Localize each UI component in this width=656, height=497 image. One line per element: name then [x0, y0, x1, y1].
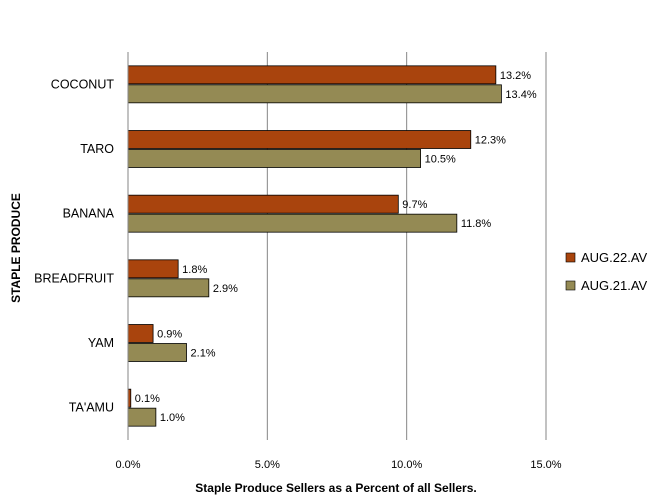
- y-axis-title: STAPLE PRODUCE: [9, 193, 23, 303]
- data-label: 2.1%: [191, 348, 216, 360]
- legend-swatch: [565, 252, 576, 263]
- bar-aug-21-av: [127, 407, 157, 427]
- gridlines: [266, 52, 547, 440]
- bar-aug-21-av: [127, 84, 502, 104]
- bar-aug-21-av: [127, 213, 458, 233]
- data-label: 10.5%: [425, 154, 456, 166]
- bar-aug-22-av: [127, 65, 497, 85]
- x-axis-title: Staple Produce Sellers as a Percent of a…: [195, 481, 476, 495]
- x-tick-label: 10.0%: [391, 459, 422, 471]
- data-label: 13.2%: [500, 70, 531, 82]
- x-tick-label: 15.0%: [530, 459, 561, 471]
- category-label: COCONUT: [51, 77, 115, 91]
- category-label: BANANA: [63, 207, 115, 221]
- data-label: 12.3%: [475, 135, 506, 147]
- bar-aug-21-av: [127, 278, 210, 298]
- x-tick-label: 0.0%: [115, 459, 140, 471]
- data-label: 9.7%: [402, 199, 427, 211]
- bar-aug-22-av: [127, 194, 399, 214]
- data-label: 0.9%: [157, 329, 182, 341]
- data-label: 0.1%: [135, 393, 160, 405]
- bar-aug-22-av: [127, 324, 154, 343]
- x-tick-label: 5.0%: [255, 459, 280, 471]
- legend: AUG.22.AV AUG.21.AV: [565, 250, 648, 293]
- data-label: 2.9%: [213, 283, 238, 295]
- bar-aug-21-av: [127, 343, 187, 362]
- category-label: BREADFRUIT: [34, 271, 114, 285]
- data-label: 1.8%: [182, 264, 207, 276]
- category-label: YAM: [88, 336, 114, 350]
- category-labels: COCONUT TARO BANANA BREADFRUIT YAM TA'AMU: [34, 77, 115, 414]
- bar-aug-22-av: [127, 130, 472, 149]
- category-label: TARO: [80, 142, 114, 156]
- data-label: 13.4%: [505, 89, 536, 101]
- data-label: 11.8%: [461, 218, 492, 230]
- value-labels: 13.2% 13.4% 12.3% 10.5% 9.7% 11.8% 1.8% 2.9% 0.9…: [135, 70, 537, 424]
- category-label: TA'AMU: [69, 401, 114, 415]
- bar-aug-22-av: [127, 259, 179, 279]
- data-label: 1.0%: [160, 412, 185, 424]
- legend-label: AUG.21.AV: [581, 278, 648, 293]
- x-tick-labels: 0.0% 5.0% 10.0% 15.0%: [115, 459, 561, 471]
- legend-swatch: [565, 280, 576, 291]
- bars: [127, 65, 502, 427]
- bar-aug-21-av: [127, 149, 422, 168]
- legend-label: AUG.22.AV: [581, 250, 648, 265]
